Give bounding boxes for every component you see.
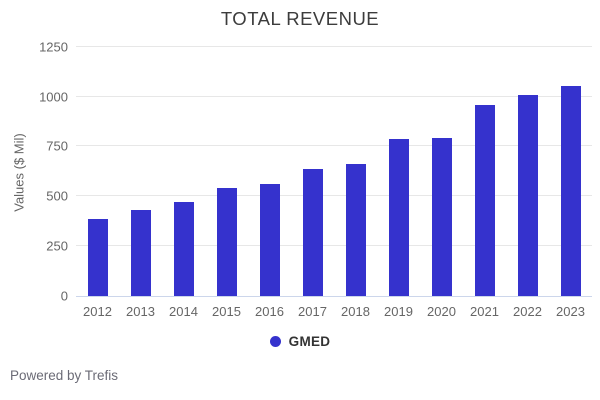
bar-2019[interactable] [388, 139, 409, 296]
x-axis-tick-labels: 2012 2013 2014 2015 2016 2017 2018 2019 2020 2021… [76, 304, 592, 320]
x-tick-label: 2020 [427, 304, 456, 319]
bar-2022[interactable] [517, 94, 538, 296]
y-tick-label: 1250 [39, 39, 68, 55]
bar-2018[interactable] [345, 164, 366, 296]
x-tick-label: 2023 [556, 304, 585, 319]
bar-2020[interactable] [431, 138, 452, 296]
x-tick-label: 2013 [126, 304, 155, 319]
gridline [76, 45, 592, 47]
x-tick-label: 2021 [470, 304, 499, 319]
gridline [76, 145, 592, 147]
x-tick-label: 2017 [298, 304, 327, 319]
x-tick-label: 2012 [83, 304, 112, 319]
bar-2021[interactable] [474, 104, 495, 296]
legend-item-gmed[interactable]: GMED [0, 332, 600, 350]
legend-marker-icon [269, 335, 281, 347]
bar-2015[interactable] [216, 188, 237, 296]
plot-area [76, 45, 592, 297]
gridline [76, 245, 592, 247]
gridline [76, 195, 592, 197]
chart-title: TOTAL REVENUE [220, 8, 380, 29]
bar-2023[interactable] [560, 86, 581, 296]
bar-2016[interactable] [259, 183, 280, 296]
legend-label: GMED [288, 333, 331, 349]
y-tick-label: 0 [60, 288, 68, 304]
x-tick-label: 2019 [384, 304, 413, 319]
x-tick-label: 2018 [341, 304, 370, 319]
x-tick-label: 2016 [255, 304, 284, 319]
bar-2012[interactable] [87, 219, 108, 296]
bar-2013[interactable] [130, 209, 151, 296]
bar-2014[interactable] [173, 201, 194, 296]
x-tick-label: 2022 [513, 304, 542, 319]
x-tick-label: 2014 [169, 304, 198, 319]
gridline [76, 95, 592, 97]
powered-by-trefis: Powered by Trefis [10, 368, 119, 383]
y-axis-tick-labels: 0 250 500 750 1000 1250 [0, 40, 68, 302]
bar-2017[interactable] [302, 168, 323, 296]
y-tick-label: 500 [46, 188, 68, 204]
y-tick-label: 750 [46, 138, 68, 154]
y-tick-label: 250 [46, 238, 68, 254]
y-tick-label: 1000 [39, 89, 68, 105]
x-tick-label: 2015 [212, 304, 241, 319]
